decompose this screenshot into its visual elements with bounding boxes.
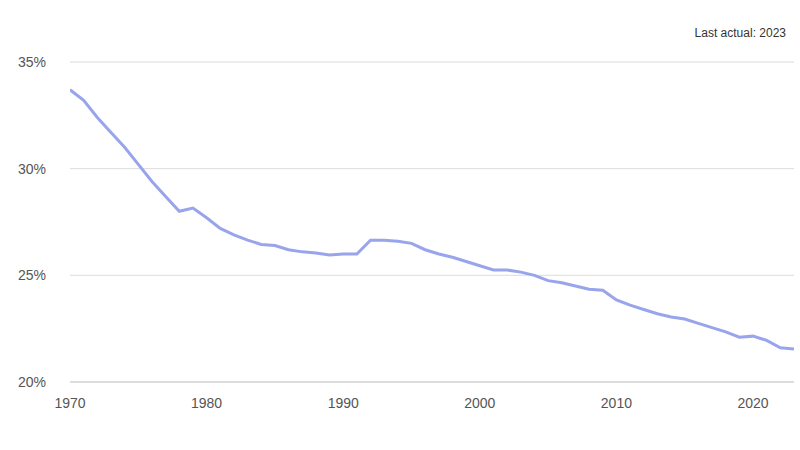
svg-text:20%: 20%	[18, 374, 46, 390]
svg-text:2010: 2010	[601, 395, 632, 411]
svg-text:1990: 1990	[328, 395, 359, 411]
svg-text:2020: 2020	[737, 395, 768, 411]
svg-text:2000: 2000	[464, 395, 495, 411]
svg-text:25%: 25%	[18, 267, 46, 283]
svg-text:35%: 35%	[18, 54, 46, 70]
svg-text:1970: 1970	[54, 395, 85, 411]
svg-text:1980: 1980	[191, 395, 222, 411]
html-text:Last actual: 2023: Last actual: 2023	[694, 26, 786, 40]
svg-text:30%: 30%	[18, 161, 46, 177]
